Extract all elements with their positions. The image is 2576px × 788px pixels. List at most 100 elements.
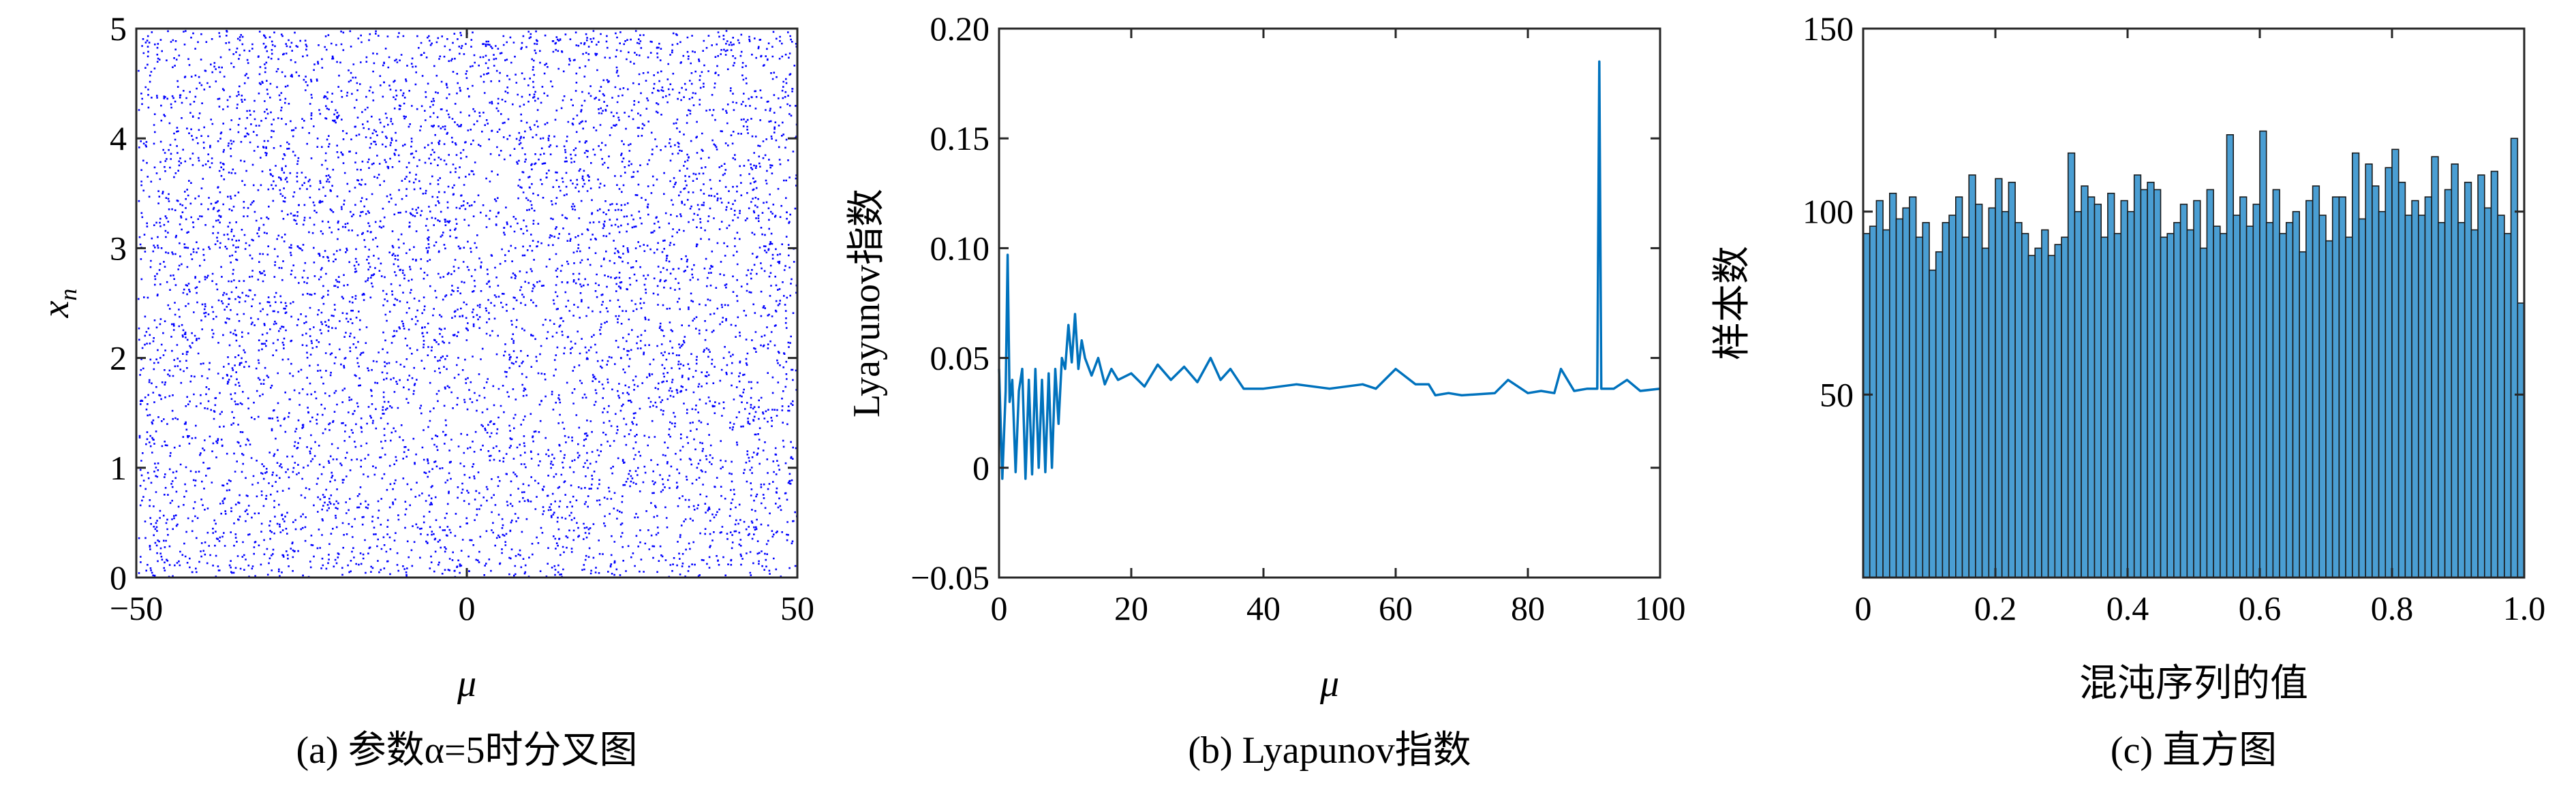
histogram-bar bbox=[2094, 204, 2102, 578]
histogram-bar bbox=[1948, 215, 1957, 578]
histogram-bar bbox=[1968, 174, 1976, 578]
histogram-bar bbox=[2431, 156, 2439, 578]
histogram-bar bbox=[2047, 255, 2056, 578]
panel-a-caption: (a) 参数α=5时分叉图 bbox=[296, 729, 637, 772]
histogram-bar bbox=[2424, 196, 2432, 578]
histogram-bar bbox=[2497, 215, 2505, 578]
panel-a-x-tick-label: 0 bbox=[459, 589, 476, 627]
histogram-bar bbox=[2140, 189, 2148, 578]
histogram-bar bbox=[2153, 189, 2162, 578]
histogram-bar bbox=[2259, 130, 2267, 578]
histogram-bar bbox=[2391, 148, 2399, 578]
panel-a-plot-area bbox=[136, 29, 797, 578]
histogram-bar bbox=[2021, 233, 2029, 578]
histogram-bar bbox=[1909, 196, 1917, 578]
histogram-bar bbox=[1895, 218, 1903, 578]
histogram-bar bbox=[2470, 229, 2479, 578]
panel-b-x-tick-label: 20 bbox=[1114, 589, 1148, 627]
panel-b-y-tick-label: 0 bbox=[972, 449, 990, 487]
panel-b-caption: (b) Lyapunov指数 bbox=[1188, 729, 1471, 772]
histogram-bar bbox=[1929, 269, 1937, 578]
histogram-bar bbox=[2345, 236, 2353, 578]
panel-c-x-tick-label: 0 bbox=[1855, 589, 1872, 627]
panel-c-x-tick-label: 1.0 bbox=[2503, 589, 2546, 627]
histogram-bar bbox=[2245, 225, 2254, 578]
panel-b-x-tick-label: 80 bbox=[1511, 589, 1545, 627]
histogram-bar bbox=[2358, 218, 2366, 578]
panel-a-y-tick-label: 1 bbox=[110, 449, 127, 487]
histogram-bar bbox=[2081, 185, 2089, 578]
histogram-bar bbox=[2100, 236, 2109, 578]
histogram-bar bbox=[2490, 170, 2498, 578]
histogram-bar bbox=[1882, 229, 1890, 578]
panel-c-histogram: 0 0.2 0.4 0.6 0.8 1.0 50 100 150 混沌序列的值 样本数 (c) … bbox=[1711, 10, 2545, 772]
histogram-bar bbox=[2265, 221, 2274, 578]
panel-a-y-tick-label: 2 bbox=[110, 339, 127, 377]
histogram-bar bbox=[2113, 233, 2122, 578]
panel-c-x-tick-label: 0.8 bbox=[2371, 589, 2414, 627]
histogram-bar bbox=[2220, 233, 2228, 578]
histogram-bar bbox=[2451, 163, 2459, 578]
histogram-bar bbox=[2087, 196, 2096, 578]
histogram-bar bbox=[2034, 247, 2042, 578]
panel-b-y-tick-label: −0.05 bbox=[910, 558, 990, 597]
histogram-bar bbox=[2418, 215, 2426, 578]
histogram-bar bbox=[2054, 244, 2062, 578]
panel-c-y-axis-label: 样本数 bbox=[1711, 246, 1753, 360]
histogram-bar bbox=[1922, 221, 1930, 578]
histogram-bar bbox=[2160, 236, 2168, 578]
histogram-bar bbox=[2325, 240, 2333, 578]
histogram-bar bbox=[2299, 251, 2307, 578]
histogram-bar bbox=[1995, 178, 2003, 578]
panel-c-x-tick-label: 0.4 bbox=[2106, 589, 2149, 627]
panel-b-axes-frame bbox=[998, 27, 1661, 579]
histogram-bar bbox=[2365, 163, 2373, 578]
histogram-bar bbox=[1902, 207, 1910, 578]
histogram-bar bbox=[2457, 221, 2466, 578]
histogram-bar bbox=[2127, 210, 2135, 578]
histogram-bar bbox=[2444, 189, 2453, 578]
histogram-bar bbox=[2372, 185, 2380, 578]
histogram-bar bbox=[2331, 196, 2340, 578]
histogram-bar bbox=[2133, 174, 2142, 578]
histogram-bar bbox=[2061, 236, 2069, 578]
histogram-bar bbox=[2107, 192, 2115, 578]
histogram-bar bbox=[2378, 210, 2387, 578]
histogram-bar bbox=[2286, 221, 2294, 578]
histogram-bar bbox=[2120, 200, 2128, 578]
panel-b-x-tick-label: 60 bbox=[1379, 589, 1413, 627]
panel-a-x-tick-label: −50 bbox=[110, 589, 163, 627]
histogram-bar bbox=[1942, 221, 1950, 578]
panel-b-x-axis-label: μ bbox=[1319, 663, 1339, 705]
svg-text:xn: xn bbox=[35, 289, 82, 319]
histogram-bar bbox=[1935, 251, 1944, 578]
panel-a-y-axis-label: xn bbox=[35, 289, 82, 319]
histogram-bar bbox=[2504, 233, 2512, 578]
histogram-bar bbox=[2312, 185, 2320, 578]
histogram-bar bbox=[2147, 181, 2155, 578]
histogram-bar bbox=[2173, 221, 2181, 578]
histogram-bar bbox=[2193, 200, 2201, 578]
panel-c-x-axis-label: 混沌序列的值 bbox=[2079, 663, 2308, 705]
panel-c-y-tick-label: 150 bbox=[1803, 10, 1854, 48]
histogram-bar bbox=[2166, 233, 2175, 578]
histogram-bar bbox=[1915, 236, 1924, 578]
histogram-bar bbox=[2027, 255, 2036, 578]
panel-c-y-tick-label: 100 bbox=[1803, 193, 1854, 231]
histogram-bar bbox=[1975, 204, 1983, 578]
histogram-bar bbox=[2464, 181, 2472, 578]
histogram-bar bbox=[2213, 225, 2221, 578]
panel-c-caption: (c) 直方图 bbox=[2111, 729, 2277, 772]
histogram-bar bbox=[2510, 138, 2519, 578]
histogram-bar bbox=[2041, 229, 2049, 578]
histogram-bar bbox=[2272, 189, 2280, 578]
panel-c-y-tick-label: 50 bbox=[1820, 375, 1854, 413]
histogram-bar bbox=[2484, 207, 2492, 578]
histogram-bar bbox=[2279, 233, 2287, 578]
panel-a-y-tick-label: 5 bbox=[110, 10, 127, 48]
histogram-bar bbox=[1869, 225, 1877, 578]
